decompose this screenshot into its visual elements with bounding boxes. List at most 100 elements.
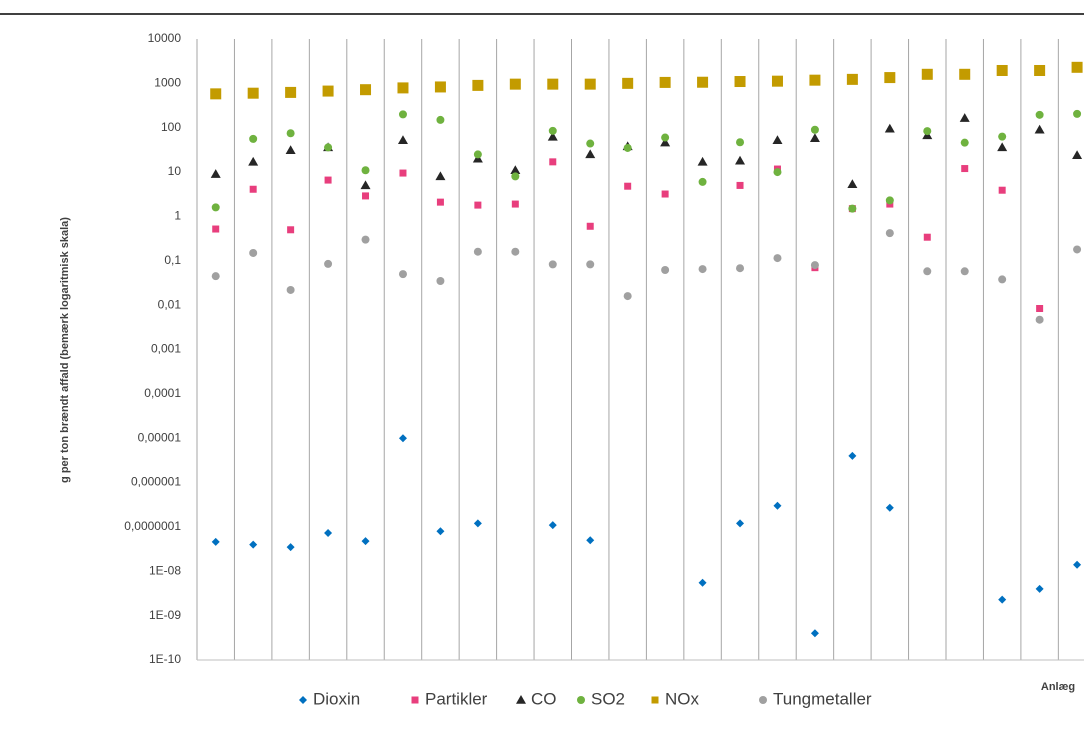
data-point (547, 131, 558, 141)
data-point (923, 267, 932, 276)
data-point (549, 158, 557, 166)
data-point (586, 536, 595, 545)
legend-label: SO2 (591, 689, 625, 708)
data-point (361, 235, 370, 244)
data-point (1072, 150, 1083, 159)
data-point (885, 503, 894, 512)
data-point (660, 137, 671, 147)
data-point (772, 135, 783, 145)
legend-label: CO (531, 689, 557, 708)
data-point (1071, 61, 1083, 73)
data-point (436, 115, 445, 124)
data-point (623, 143, 632, 152)
data-point (661, 265, 670, 274)
data-point (436, 277, 445, 286)
data-point (211, 272, 220, 281)
data-point (736, 264, 745, 273)
y-tick-label: 1 (174, 209, 181, 223)
data-point (586, 222, 594, 230)
data-point (771, 75, 783, 87)
data-point (286, 285, 295, 294)
data-point (324, 176, 332, 184)
data-point (360, 180, 371, 190)
data-point (548, 521, 557, 530)
data-point (809, 74, 821, 86)
data-point (212, 225, 220, 233)
data-point (734, 76, 746, 88)
y-tick-label: 1E-08 (149, 563, 181, 577)
data-point (661, 190, 669, 198)
data-point (397, 82, 409, 94)
data-point (697, 76, 709, 88)
data-point (960, 138, 969, 147)
data-point (735, 155, 746, 165)
y-tick-label: 0,01 (158, 297, 182, 311)
data-point (511, 172, 520, 181)
legend-label: Tungmetaller (773, 689, 872, 708)
y-tick-label: 0,000001 (131, 475, 181, 489)
data-point (810, 261, 819, 270)
data-point (998, 132, 1007, 141)
legend-marker (651, 696, 659, 704)
data-point (1035, 110, 1044, 119)
data-point (211, 203, 220, 212)
data-point (809, 133, 820, 142)
data-point (510, 165, 521, 174)
legend-label: Partikler (425, 689, 488, 708)
data-point (509, 78, 521, 90)
data-point (736, 181, 744, 189)
data-point (247, 87, 259, 99)
data-point (287, 226, 295, 234)
data-point (884, 72, 896, 84)
legend-marker (577, 696, 585, 704)
data-point (249, 185, 257, 193)
data-point (736, 519, 745, 528)
data-point (1073, 560, 1082, 569)
data-point (773, 501, 782, 510)
data-point (996, 64, 1008, 76)
data-point (286, 543, 295, 552)
data-point (1073, 109, 1082, 118)
legend-marker (759, 696, 767, 704)
data-point (547, 78, 559, 90)
data-point (960, 267, 969, 276)
data-point (324, 259, 333, 268)
y-tick-label: 10000 (148, 31, 182, 45)
data-point (923, 127, 932, 136)
data-point (584, 78, 596, 90)
x-axis-label: Anlæg (1041, 681, 1075, 693)
data-point (848, 451, 857, 460)
data-point (249, 134, 258, 143)
data-point (773, 168, 782, 177)
data-point (398, 434, 407, 443)
data-point (473, 247, 482, 256)
data-point (361, 537, 370, 546)
data-point (997, 142, 1008, 152)
y-tick-label: 1E-09 (149, 608, 181, 622)
data-point (473, 519, 482, 528)
data-point (623, 292, 632, 301)
data-point (659, 76, 671, 88)
data-point (773, 254, 782, 263)
data-point (434, 81, 446, 93)
data-point (436, 527, 445, 536)
data-point (210, 88, 222, 100)
y-tick-label: 0,0000001 (124, 519, 181, 533)
data-point (848, 204, 857, 213)
y-tick-label: 10 (168, 164, 182, 178)
data-point (399, 169, 407, 177)
data-point (285, 86, 297, 98)
data-point (998, 186, 1006, 194)
data-point (586, 139, 595, 148)
data-point (324, 528, 333, 537)
data-point (286, 129, 295, 138)
data-point (1034, 64, 1046, 76)
y-tick-label: 0,00001 (138, 430, 182, 444)
data-point (1035, 584, 1044, 593)
data-point (435, 171, 446, 181)
y-tick-label: 100 (161, 120, 181, 134)
data-point (548, 260, 557, 269)
legend-label: Dioxin (313, 689, 360, 708)
data-point (436, 198, 444, 206)
data-point (472, 79, 484, 91)
